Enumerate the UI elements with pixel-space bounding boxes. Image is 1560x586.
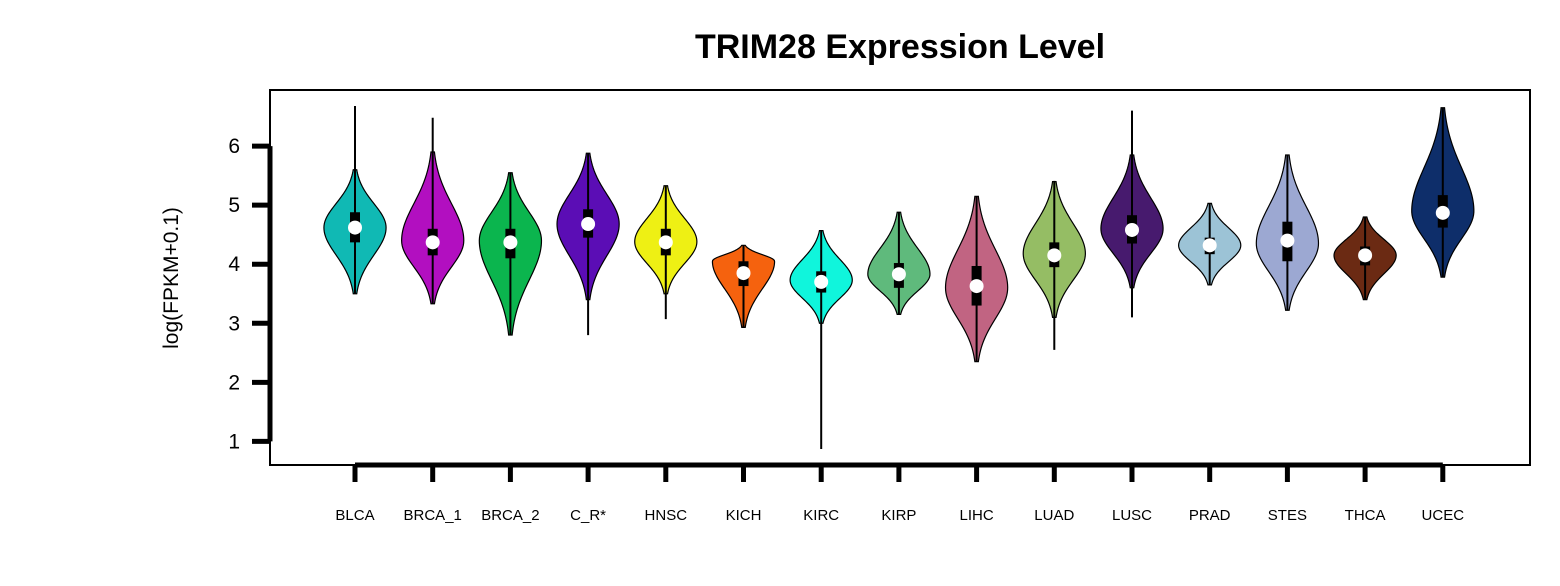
violin-median-point [736,266,751,281]
chart-title: TRIM28 Expression Level [695,28,1105,66]
violin-group [401,117,465,305]
y-axis-label: log(FPKM+0.1) [160,207,183,349]
x-tick-label: THCA [1345,507,1386,524]
violin-median-point [1435,205,1450,220]
violin-group [1178,202,1242,286]
violin-group [789,229,853,450]
y-tick-label: 2 [228,371,240,394]
violin-median-point [503,235,518,250]
y-axis: 1 2 3 4 5 6 [228,135,273,453]
x-tick-label: BRCA_2 [481,507,539,524]
x-tick-label: LUSC [1112,507,1152,524]
violin-median-point [1358,248,1373,263]
x-tick-label: UCEC [1422,507,1465,524]
violin-group [478,172,543,336]
violin-median-point [425,235,440,250]
violin-group [867,211,931,316]
violin-group [634,185,698,320]
violin-median-point [1125,222,1139,237]
x-tick-label: STES [1268,507,1307,524]
violin-median-point [658,235,673,250]
y-tick-label: 5 [228,194,240,217]
y-tick-label: 4 [228,253,240,276]
y-tick-label: 1 [228,430,240,453]
violin-group [556,152,620,336]
x-tick-label: PRAD [1189,507,1231,524]
x-tick-label: BLCA [335,507,374,524]
x-tick-label: KIRC [803,507,839,524]
violin-group [1100,110,1164,318]
violin-group [1022,180,1086,350]
violins-layer [323,105,1475,450]
x-tick-label: C_R* [570,507,606,524]
violin-median-point [581,217,596,232]
violin-median-point [969,279,984,294]
x-axis: BLCA BRCA_1 BRCA_2 C_R* HNSC KICH KIRC KIRP LIHC… [335,462,1465,524]
x-tick-label: HNSC [645,507,688,524]
violin-median-point [1047,248,1062,263]
violin-median-point [1280,233,1295,248]
x-tick-label: KICH [726,507,762,524]
x-tick-label: LIHC [960,507,994,524]
violin-group [1333,216,1397,301]
violin-group [323,105,387,295]
x-tick-label: LUAD [1034,507,1074,524]
violin-group [1255,154,1320,311]
x-tick-label: BRCA_1 [404,507,462,524]
y-tick-label: 3 [228,312,240,335]
violin-median-point [348,220,362,235]
violin-median-point [814,274,829,289]
y-tick-label: 6 [228,135,240,158]
violin-group [944,195,1009,363]
violin-median-point [1202,238,1217,253]
violin-median-point [891,267,906,282]
violin-group [1411,107,1475,278]
violin-group [711,244,776,329]
x-tick-label: KIRP [881,507,916,524]
